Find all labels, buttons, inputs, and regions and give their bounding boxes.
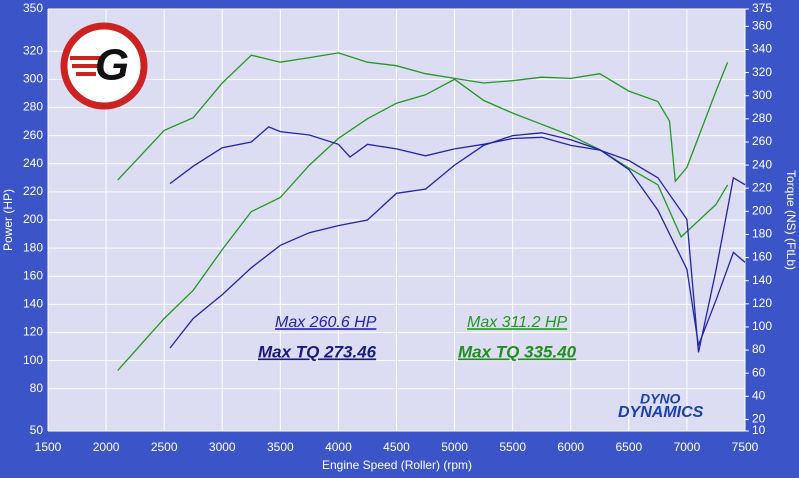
y2-tick-label: 60 [752,365,766,379]
y2-tick-label: 160 [752,250,772,264]
x-axis-label: Engine Speed (Roller) (rpm) [322,458,472,472]
annotation: Max TQ 273.46 [258,342,377,361]
y2-tick-label: 375 [752,1,772,15]
y2-tick-label: 10 [752,423,766,437]
y-tick-label: 200 [23,212,43,226]
y-tick-label: 220 [23,184,43,198]
y-tick-label: 300 [23,72,43,86]
y-tick-label: 50 [30,423,44,437]
x-tick-label: 4000 [325,440,352,454]
annotation: Max 311.2 HP [467,314,568,331]
y2-tick-label: 240 [752,157,772,171]
y2-tick-label: 320 [752,65,772,79]
series-line [169,126,746,353]
y-tick-label: 160 [23,268,43,282]
y-axis-label: Power (HP) [1,189,15,251]
brand-bottom: DYNAMICS [618,404,704,421]
series-line [117,78,729,371]
y2-tick-label: 120 [752,296,772,310]
y-tick-label: 240 [23,156,43,170]
y2-tick-label: 220 [752,180,772,194]
x-tick-label: 6500 [615,440,642,454]
x-tick-label: 3000 [209,440,236,454]
x-tick-label: 2000 [93,440,120,454]
x-tick-label: 7500 [732,440,759,454]
y2-tick-label: 100 [752,319,772,333]
y-tick-label: 140 [23,297,43,311]
y2-tick-label: 360 [752,19,772,33]
y-tick-label: 260 [23,128,43,142]
annotation: Max 260.6 HP [275,314,377,331]
x-tick-label: 7000 [674,440,701,454]
series-line [117,52,729,183]
y2-tick-label: 20 [752,412,766,426]
y2-tick-label: 140 [752,273,772,287]
y2-axis-label: Torque (NS) (FtLb) [784,170,798,270]
logo-letter: G [95,41,129,90]
x-tick-label: 5000 [441,440,468,454]
x-tick-label: 6000 [557,440,584,454]
x-tick-label: 2500 [151,440,178,454]
y-tick-label: 180 [23,240,43,254]
brand: DYNO DYNAMICS [618,391,704,422]
y-tick-label: 350 [23,1,43,15]
y2-tick-label: 180 [752,227,772,241]
y2-tick-label: 280 [752,111,772,125]
y-tick-label: 100 [23,353,43,367]
x-tick-label: 1500 [35,440,62,454]
brand-top: DYNO [640,391,681,407]
y-tick-label: 320 [23,43,43,57]
logo: G [60,22,148,110]
x-tick-label: 3500 [267,440,294,454]
y-tick-label: 120 [23,325,43,339]
y-tick-label: 280 [23,100,43,114]
y2-tick-label: 300 [752,88,772,102]
y2-tick-label: 40 [752,388,766,402]
y-tick-label: 80 [30,381,44,395]
x-tick-label: 4500 [383,440,410,454]
y2-tick-label: 260 [752,134,772,148]
series-line [169,132,746,349]
annotation: Max TQ 335.40 [458,342,577,361]
y2-tick-label: 200 [752,204,772,218]
y2-tick-label: 80 [752,342,766,356]
y2-tick-label: 340 [752,42,772,56]
x-tick-label: 5500 [499,440,526,454]
